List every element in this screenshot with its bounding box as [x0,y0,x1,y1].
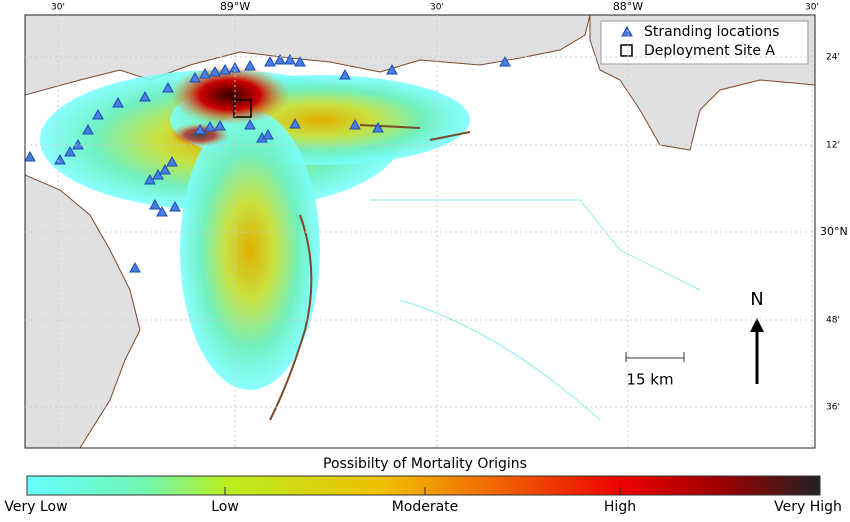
stranding-marker [386,63,398,75]
right-tick-label: 48' [826,316,840,326]
stranding-marker [169,200,181,212]
stranding-marker [262,128,274,140]
legend-label: Deployment Site A [644,43,775,59]
stranding-marker [199,67,211,79]
stranding-marker [159,163,171,175]
stranding-marker [339,68,351,80]
right-tick-label: 30°N [820,225,848,238]
scale-label: 15 km [626,371,673,389]
top-tick-label: 89°W [220,0,250,13]
legend-marker [621,25,633,37]
colorbar-label: Moderate [392,499,459,515]
stranding-marker [82,123,94,135]
bathymetry [370,199,701,421]
legend-marker [620,44,633,57]
colorbar-label: Very High [774,499,842,515]
top-tick-label: 30' [430,3,444,13]
stranding-marker [204,120,216,132]
deployment-site [233,99,252,118]
graticule: 30' 89°W 30' 88°W 30' 24' 12' 30°N 48' 36' [25,0,848,448]
north-label: N [750,289,763,310]
stranding-marker [244,59,256,71]
stranding-marker [264,55,276,67]
right-tick-label: 24' [826,53,840,63]
colorbar [26,475,821,496]
stranding-marker [166,155,178,167]
land [25,174,141,448]
stranding-marker [194,123,206,135]
stranding-marker [244,118,256,130]
land [25,15,591,96]
stranding-marker [25,150,36,162]
stranding-marker [112,96,124,108]
stranding-marker [64,145,76,157]
top-tick-label: 30' [805,3,819,13]
stranding-marker [294,55,306,67]
stranding-marker [214,119,226,131]
top-tick-label: 30' [51,3,65,13]
hotspot [170,65,290,125]
stranding-marker [156,205,168,217]
stranding-markers [25,53,511,273]
island [269,214,313,421]
stranding-marker [209,65,221,77]
stranding-marker [129,261,141,273]
colorbar-labels: Very Low Low Moderate High Very High [4,487,842,515]
stranding-marker [372,121,384,133]
colorbar-label: High [604,499,636,515]
island [359,124,471,141]
colorbar-label: Low [211,499,239,515]
colorbar-label: Very Low [4,499,67,515]
stranding-marker [289,117,301,129]
top-tick-label: 88°W [613,0,643,13]
stranding-marker [149,198,161,210]
stranding-marker [162,81,174,93]
stranding-marker [189,71,201,83]
stranding-marker [284,53,296,65]
stranding-marker [274,53,286,65]
legend-label: Stranding locations [644,24,779,40]
colorbar-title: Possibilty of Mortality Origins [323,456,527,472]
stranding-marker [92,108,104,120]
north-arrow [750,318,764,332]
stranding-marker [499,55,511,67]
right-tick-label: 36' [826,403,840,413]
stranding-marker [349,118,361,130]
stranding-marker [139,90,151,102]
stranding-marker [219,63,231,75]
right-tick-label: 12' [826,141,840,151]
